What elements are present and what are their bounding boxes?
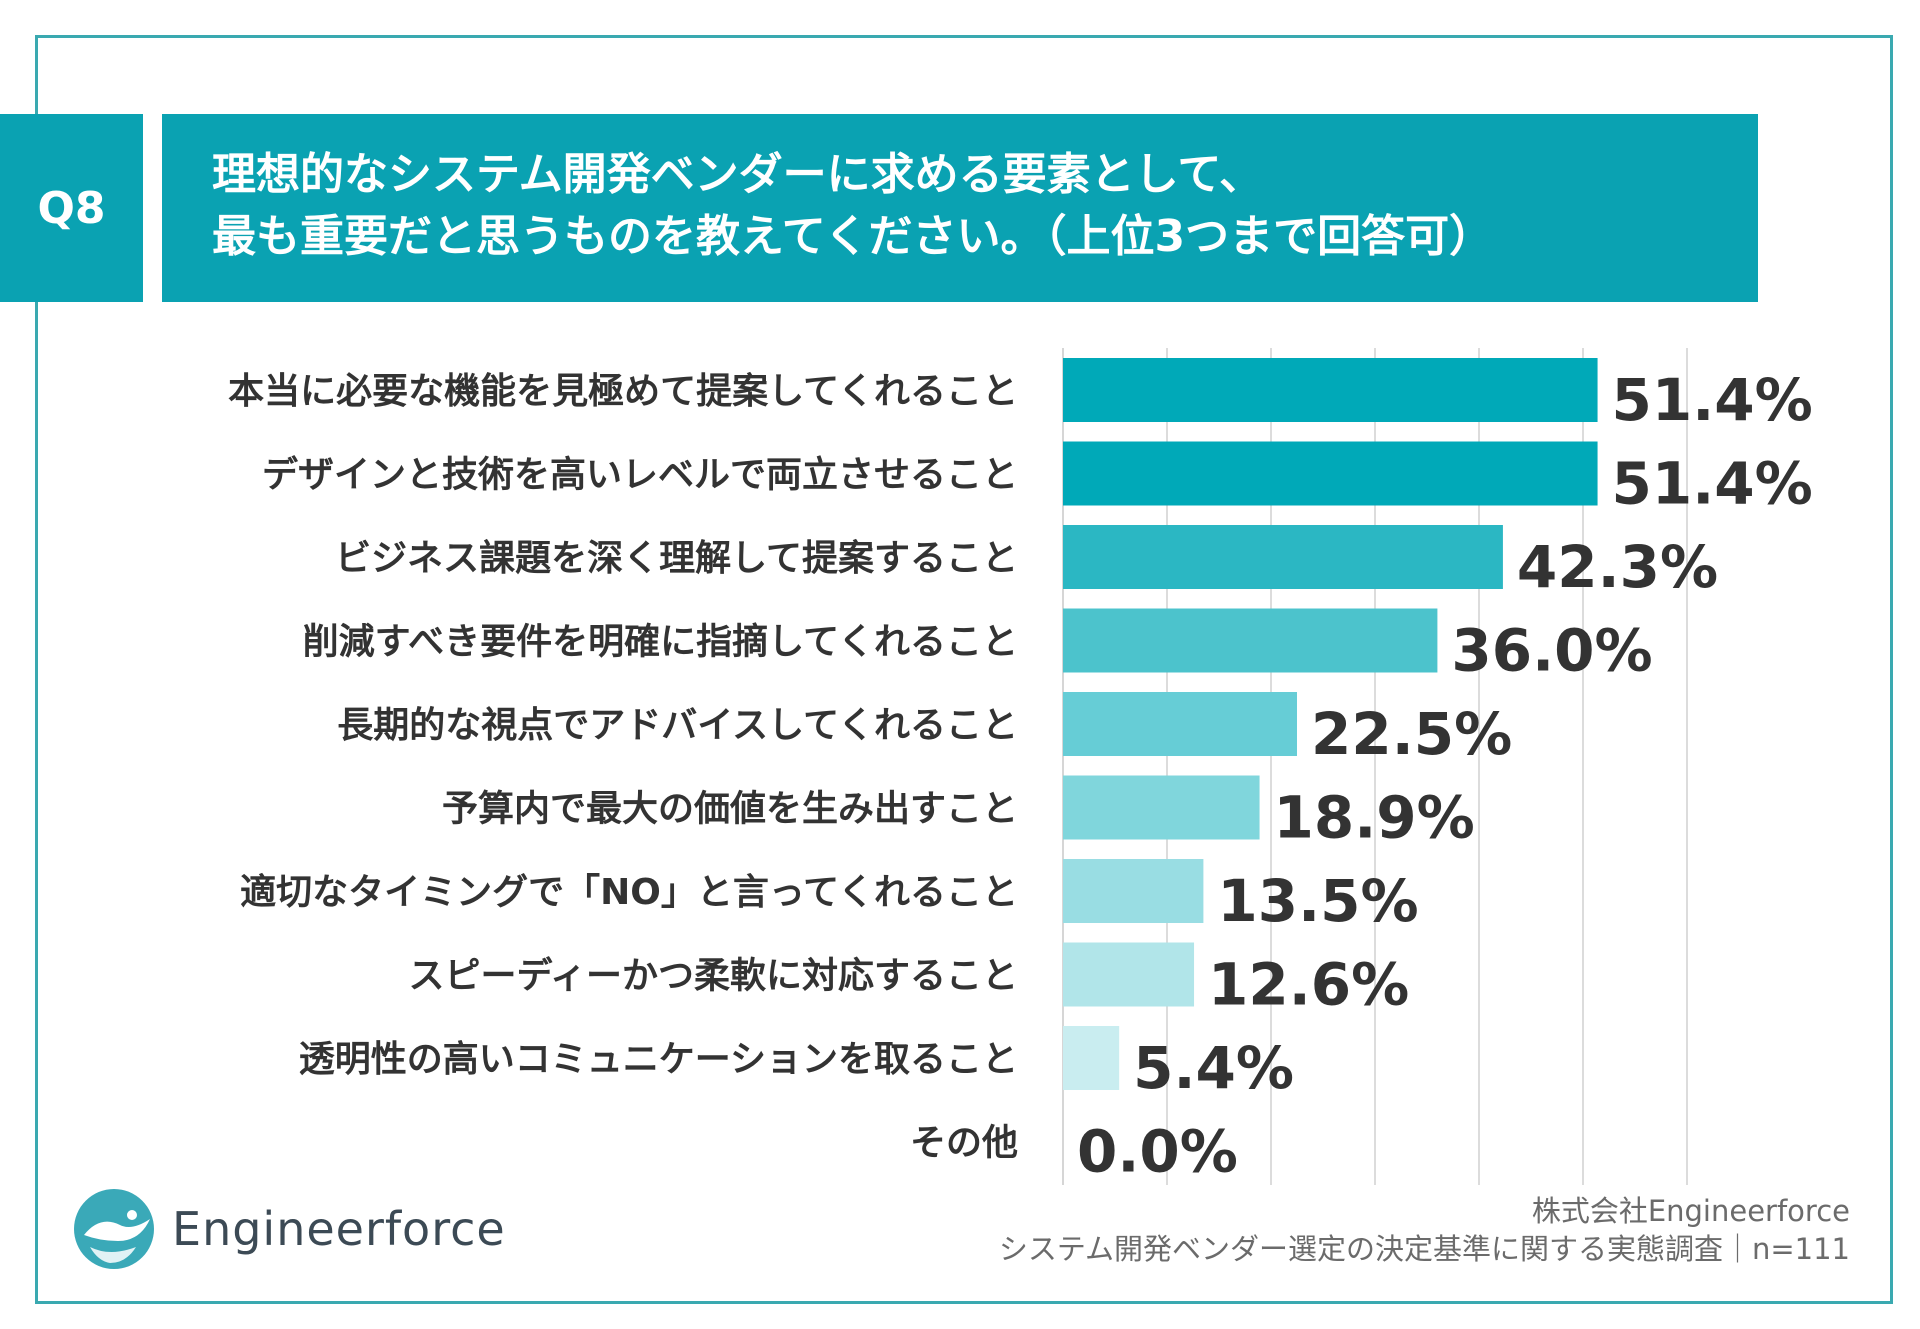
outer-frame	[35, 35, 1893, 1304]
category-label: 削減すべき要件を明確に指摘してくれること	[303, 621, 1018, 663]
category-label: 透明性の高いコミュニケーションを取ること	[299, 1039, 1018, 1080]
category-label: 適切なタイミングで「NO」と言ってくれること	[240, 872, 1018, 913]
bar	[1063, 775, 1260, 840]
question-title-line1: 理想的なシステム開発ベンダーに求める要素として、	[212, 149, 1264, 200]
category-label: 予算内で最大の価値を生み出すこと	[442, 789, 1018, 830]
category-label: ビジネス課題を深く理解して提案すること	[335, 538, 1018, 579]
bar	[1063, 859, 1204, 923]
value-label: 13.5%	[1217, 867, 1418, 935]
category-label: 本当に必要な機能を見極めて提案してくれること	[228, 371, 1018, 412]
value-label: 18.9%	[1274, 784, 1475, 852]
company-logo: Engineerforce	[70, 1185, 506, 1273]
value-label: 42.3%	[1517, 533, 1718, 601]
value-label: 51.4%	[1612, 366, 1813, 434]
bar	[1063, 525, 1503, 589]
value-label: 0.0%	[1077, 1118, 1238, 1186]
bar	[1063, 441, 1598, 506]
bird-wave-logo-icon	[74, 1189, 154, 1269]
footer-survey: システム開発ベンダー選定の決定基準に関する実態調査｜n=111	[998, 1232, 1850, 1266]
labels-layer: 本当に必要な機能を見極めて提案してくれること 51.4% デザインと技術を高いレベル…	[228, 366, 1813, 1186]
bar	[1063, 692, 1297, 756]
value-label: 5.4%	[1133, 1034, 1294, 1102]
category-label: スピーディーかつ柔軟に対応すること	[409, 955, 1018, 997]
bar	[1063, 358, 1598, 422]
category-label: その他	[910, 1123, 1018, 1164]
question-title: 理想的なシステム開発ベンダーに求める要素として、 最も重要だと思うものを教えてく…	[162, 114, 1758, 302]
question-title-line2: 最も重要だと思うものを教えてください。（上位3つまで回答可）	[212, 211, 1494, 262]
value-label: 22.5%	[1311, 700, 1512, 768]
bar	[1063, 942, 1195, 1007]
footer-company: 株式会社Engineerforce	[1531, 1194, 1850, 1228]
bars-layer	[1063, 358, 1598, 1090]
bar	[1063, 608, 1438, 673]
value-label: 36.0%	[1451, 617, 1652, 685]
value-label: 51.4%	[1612, 450, 1813, 518]
question-number: Q8	[0, 114, 143, 302]
value-label: 12.6%	[1208, 951, 1409, 1019]
bar	[1063, 1026, 1120, 1090]
category-label: 長期的な視点でアドバイスしてくれること	[337, 705, 1018, 746]
logo-text: Engineerforce	[172, 1202, 506, 1256]
footer-credit: 株式会社Engineerforce システム開発ベンダー選定の決定基準に関する実…	[999, 1192, 1850, 1268]
category-label: デザインと技術を高いレベルで両立させること	[262, 454, 1018, 496]
